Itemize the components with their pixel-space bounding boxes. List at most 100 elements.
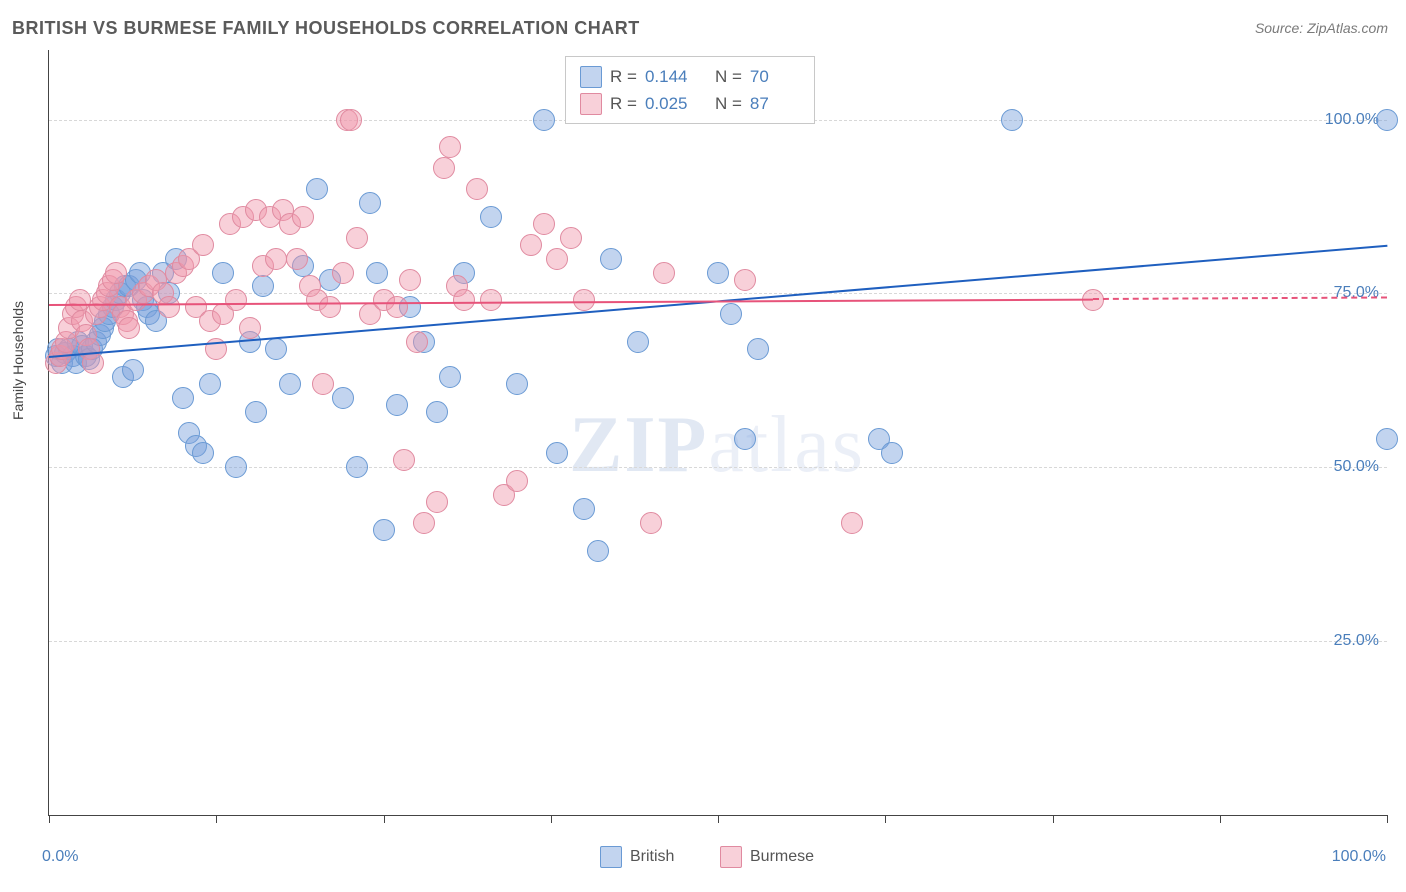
scatter-point	[225, 456, 247, 478]
chart-container: BRITISH VS BURMESE FAMILY HOUSEHOLDS COR…	[0, 0, 1406, 892]
scatter-point	[359, 192, 381, 214]
source-label: Source: ZipAtlas.com	[1255, 20, 1388, 36]
scatter-point	[1001, 109, 1023, 131]
chart-title: BRITISH VS BURMESE FAMILY HOUSEHOLDS COR…	[12, 18, 640, 39]
scatter-point	[640, 512, 662, 534]
scatter-point	[453, 289, 475, 311]
scatter-point	[366, 262, 388, 284]
scatter-point	[122, 359, 144, 381]
plot-area: ZIPatlas 25.0%50.0%75.0%100.0%	[48, 50, 1387, 816]
scatter-point	[627, 331, 649, 353]
scatter-point	[653, 262, 675, 284]
x-tick-mark	[1053, 815, 1054, 823]
scatter-point	[439, 366, 461, 388]
scatter-point	[533, 213, 555, 235]
legend-correlation: R =0.144N =70R =0.025N =87	[565, 56, 815, 124]
scatter-point	[386, 296, 408, 318]
x-tick-mark	[718, 815, 719, 823]
scatter-point	[225, 289, 247, 311]
scatter-point	[319, 296, 341, 318]
scatter-point	[118, 317, 140, 339]
y-tick-label: 75.0%	[1334, 284, 1379, 302]
y-tick-label: 50.0%	[1334, 458, 1379, 476]
scatter-point	[1376, 109, 1398, 131]
scatter-point	[292, 206, 314, 228]
gridline	[49, 293, 1387, 294]
scatter-point	[560, 227, 582, 249]
scatter-point	[393, 449, 415, 471]
legend-series-item: British	[600, 846, 674, 868]
legend-r-value: 0.144	[645, 63, 695, 90]
scatter-point	[466, 178, 488, 200]
legend-row: R =0.025N =87	[580, 90, 800, 117]
scatter-point	[1376, 428, 1398, 450]
gridline	[49, 467, 1387, 468]
scatter-point	[82, 352, 104, 374]
scatter-point	[245, 401, 267, 423]
scatter-point	[881, 442, 903, 464]
scatter-point	[286, 248, 308, 270]
x-tick-mark	[49, 815, 50, 823]
scatter-point	[265, 338, 287, 360]
scatter-point	[573, 498, 595, 520]
scatter-point	[340, 109, 362, 131]
legend-n-value: 70	[750, 63, 800, 90]
scatter-point	[252, 275, 274, 297]
scatter-point	[841, 512, 863, 534]
legend-swatch	[720, 846, 742, 868]
scatter-point	[734, 269, 756, 291]
scatter-point	[506, 470, 528, 492]
scatter-point	[720, 303, 742, 325]
x-tick-mark	[384, 815, 385, 823]
y-tick-label: 25.0%	[1334, 632, 1379, 650]
scatter-point	[439, 136, 461, 158]
scatter-point	[433, 157, 455, 179]
legend-n-value: 87	[750, 90, 800, 117]
scatter-point	[199, 373, 221, 395]
legend-row: R =0.144N =70	[580, 63, 800, 90]
y-axis-label: Family Households	[10, 301, 26, 420]
scatter-point	[172, 387, 194, 409]
scatter-point	[520, 234, 542, 256]
scatter-point	[192, 234, 214, 256]
scatter-point	[413, 512, 435, 534]
scatter-point	[480, 289, 502, 311]
scatter-point	[480, 206, 502, 228]
scatter-point	[158, 296, 180, 318]
legend-series-item: Burmese	[720, 846, 814, 868]
x-axis-max-label: 100.0%	[1332, 848, 1386, 866]
scatter-point	[239, 317, 261, 339]
legend-swatch	[600, 846, 622, 868]
scatter-point	[546, 442, 568, 464]
x-axis-min-label: 0.0%	[42, 848, 78, 866]
scatter-point	[346, 456, 368, 478]
gridline	[49, 641, 1387, 642]
watermark: ZIPatlas	[569, 400, 865, 491]
scatter-point	[546, 248, 568, 270]
scatter-point	[105, 262, 127, 284]
scatter-point	[312, 373, 334, 395]
scatter-point	[506, 373, 528, 395]
x-tick-mark	[1220, 815, 1221, 823]
scatter-point	[332, 262, 354, 284]
scatter-point	[406, 331, 428, 353]
legend-r-value: 0.025	[645, 90, 695, 117]
scatter-point	[332, 387, 354, 409]
scatter-point	[426, 401, 448, 423]
scatter-point	[279, 373, 301, 395]
scatter-point	[707, 262, 729, 284]
x-tick-mark	[1387, 815, 1388, 823]
scatter-point	[600, 248, 622, 270]
scatter-point	[399, 269, 421, 291]
legend-r-label: R =	[610, 90, 637, 117]
scatter-point	[533, 109, 555, 131]
scatter-point	[587, 540, 609, 562]
scatter-point	[426, 491, 448, 513]
legend-n-label: N =	[715, 63, 742, 90]
legend-swatch	[580, 93, 602, 115]
x-tick-mark	[885, 815, 886, 823]
scatter-point	[386, 394, 408, 416]
scatter-point	[747, 338, 769, 360]
scatter-point	[734, 428, 756, 450]
x-tick-mark	[551, 815, 552, 823]
